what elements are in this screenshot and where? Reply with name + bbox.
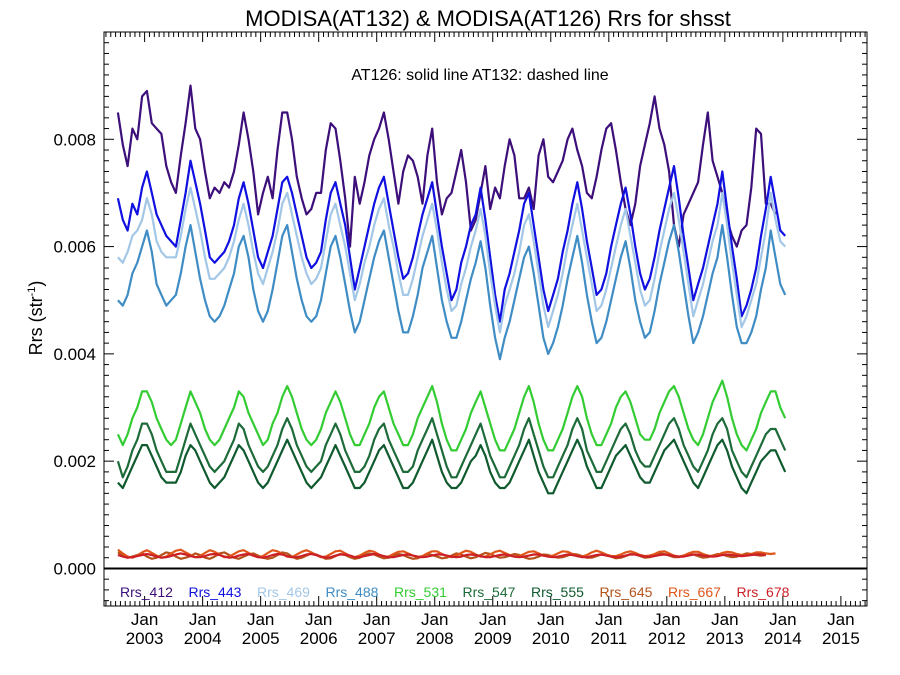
series-line-rrs_645 <box>117 551 766 560</box>
x-tick-month-label: Jan <box>363 610 390 629</box>
plot-frame <box>103 31 868 607</box>
y-axis-label-superscript: -1 <box>26 287 38 297</box>
series-line-rrs_488 <box>117 224 787 361</box>
x-tick-year-label: 2003 <box>126 629 164 648</box>
x-tick-month-label: Jan <box>305 610 332 629</box>
y-tick-label: 0.008 <box>53 130 96 149</box>
y-axis-label-main: Rrs (str <box>26 296 46 355</box>
x-tick-year-label: 2014 <box>764 629 802 648</box>
series-line-rrs_678 <box>117 552 766 559</box>
x-tick-month-label: Jan <box>537 610 564 629</box>
x-tick-month-label: Jan <box>421 610 448 629</box>
x-tick-year-label: 2013 <box>706 629 744 648</box>
x-tick-month-label: Jan <box>827 610 854 629</box>
y-tick-label: 0.002 <box>53 452 96 471</box>
x-tick-year-label: 2012 <box>648 629 686 648</box>
legend-entry-rrs_678: Rrs_678 <box>737 584 790 600</box>
legend-entry-rrs_547: Rrs_547 <box>463 584 516 600</box>
x-tick-year-label: 2015 <box>822 629 860 648</box>
x-tick-year-label: 2010 <box>532 629 570 648</box>
series-group <box>104 84 867 570</box>
series-line-rrs_531 <box>116 379 787 452</box>
legend-entry-rrs_667: Rrs_667 <box>668 584 721 600</box>
line-style-annotation: AT126: solid line AT132: dashed line <box>351 67 608 84</box>
series-line-rrs_547 <box>116 417 787 479</box>
y-tick-label: 0.006 <box>53 238 96 257</box>
x-tick-month-label: Jan <box>595 610 622 629</box>
x-tick-year-label: 2008 <box>416 629 454 648</box>
series-line-rrs_443 <box>116 159 787 323</box>
x-tick-month-label: Jan <box>711 610 738 629</box>
series-line-rrs_412 <box>116 84 777 248</box>
x-tick-year-label: 2004 <box>184 629 222 648</box>
legend-entry-rrs_555: Rrs_555 <box>531 584 584 600</box>
y-tick-label: 0.004 <box>53 345 96 364</box>
series-line-rrs_555 <box>117 438 787 495</box>
legend-entry-rrs_469: Rrs_469 <box>257 584 310 600</box>
chart-title: MODISA(AT132) & MODISA(AT126) Rrs for sh… <box>245 6 731 31</box>
legend-entry-rrs_645: Rrs_645 <box>600 584 653 600</box>
y-axis-label-close: ) <box>26 281 46 287</box>
x-tick-year-label: 2005 <box>242 629 280 648</box>
x-tick-month-label: Jan <box>769 610 796 629</box>
x-tick-month-label: Jan <box>189 610 216 629</box>
x-tick-month-label: Jan <box>131 610 158 629</box>
series-line-rrs_469 <box>117 186 787 334</box>
y-tick-label: 0.000 <box>53 559 96 578</box>
x-tick-year-label: 2009 <box>474 629 512 648</box>
x-tick-year-label: 2007 <box>358 629 396 648</box>
series-layer <box>104 84 867 570</box>
y-axis-label: Rrs (str-1) <box>26 281 46 356</box>
x-tick-month-label: Jan <box>653 610 680 629</box>
legend-entry-rrs_443: Rrs_443 <box>189 584 242 600</box>
legend-entry-rrs_412: Rrs_412 <box>120 584 173 600</box>
legend-entry-rrs_531: Rrs_531 <box>394 584 447 600</box>
x-tick-year-label: 2011 <box>591 629 628 648</box>
x-tick-year-label: 2006 <box>300 629 338 648</box>
legend: Rrs_412 Rrs_443 Rrs_469 Rrs_488 Rrs_531 Rrs_5… <box>120 584 790 600</box>
x-tick-month-label: Jan <box>479 610 506 629</box>
legend-entry-rrs_488: Rrs_488 <box>326 584 379 600</box>
x-tick-month-label: Jan <box>247 610 274 629</box>
axes-layer: 0.0000.0020.0040.0060.008Jan2003Jan2004J… <box>53 31 868 648</box>
